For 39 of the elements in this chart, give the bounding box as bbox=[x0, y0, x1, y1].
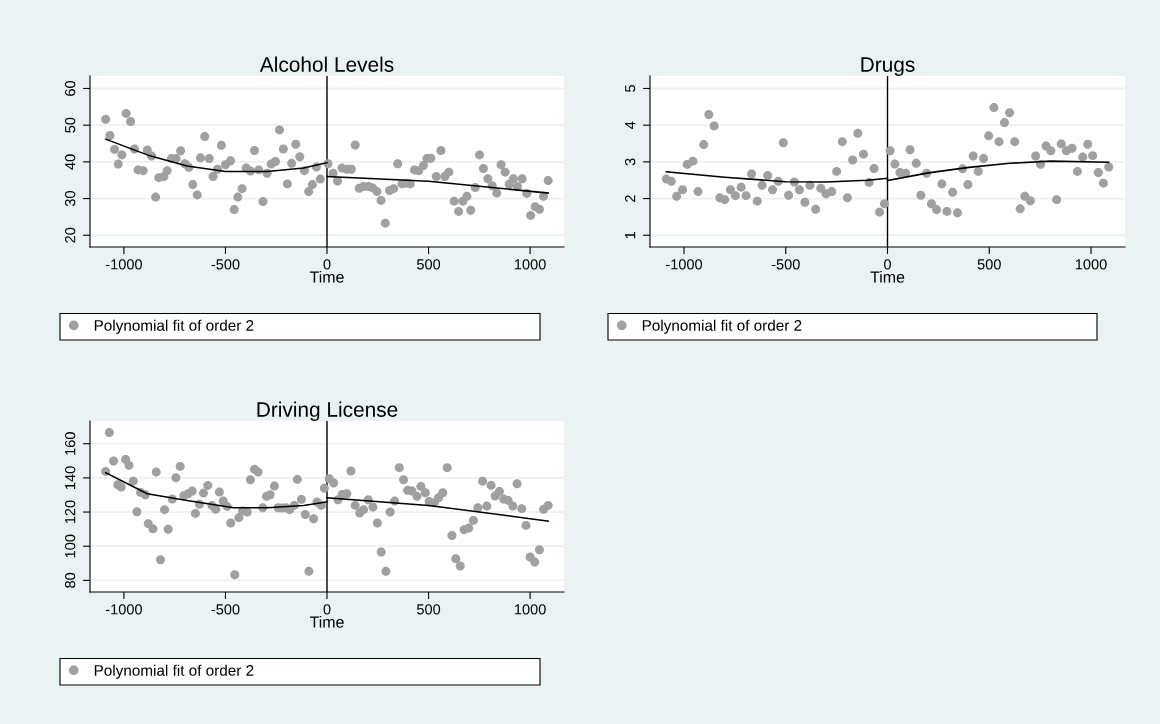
y-tick-label: 4 bbox=[625, 121, 636, 129]
y-tick-label: 160 bbox=[64, 432, 76, 455]
y-tick-label: 60 bbox=[64, 80, 76, 96]
x-tick-label: 500 bbox=[416, 604, 441, 615]
x-tick-label: -1000 bbox=[105, 604, 142, 615]
x-tick-label: -500 bbox=[771, 259, 800, 270]
y-tick-label: 5 bbox=[625, 85, 636, 92]
x-tick-label: 1000 bbox=[514, 604, 546, 615]
chart-title: Alcohol Levels bbox=[259, 56, 394, 72]
x-tick-label: 500 bbox=[977, 259, 1001, 270]
legend-label: Polynomial fit of order 2 bbox=[642, 319, 802, 334]
y-tick-label: 80 bbox=[64, 572, 76, 588]
x-axis-title: Time bbox=[309, 616, 344, 628]
y-tick-label: 40 bbox=[64, 154, 76, 170]
y-tick-label: 3 bbox=[624, 158, 636, 166]
x-tick-label: 0 bbox=[323, 604, 331, 615]
y-tick-label: 50 bbox=[64, 117, 76, 133]
y-tick-label: 100 bbox=[64, 534, 76, 558]
x-tick-label: -500 bbox=[211, 604, 240, 615]
y-tick-label: 2 bbox=[624, 195, 636, 202]
x-tick-label: 1000 bbox=[1075, 259, 1107, 270]
x-axis-title: Time bbox=[309, 271, 344, 283]
x-tick-label: -1000 bbox=[105, 259, 142, 270]
legend-label: Polynomial fit of order 2 bbox=[94, 319, 254, 334]
x-tick-label: 0 bbox=[884, 259, 891, 270]
x-tick-label: -1000 bbox=[665, 259, 703, 270]
legend-label: Polynomial fit of order 2 bbox=[94, 664, 254, 679]
y-tick-label: 1 bbox=[625, 231, 636, 239]
x-tick-label: 1000 bbox=[514, 259, 546, 270]
x-axis-title: Time bbox=[870, 271, 905, 283]
x-tick-label: 0 bbox=[323, 259, 331, 270]
y-tick-label: 30 bbox=[64, 191, 76, 207]
x-tick-label: -500 bbox=[211, 259, 240, 270]
chart-title: Drugs bbox=[861, 57, 915, 76]
y-tick-label: 120 bbox=[64, 500, 76, 524]
x-tick-label: 500 bbox=[416, 259, 441, 270]
y-tick-label: 140 bbox=[64, 466, 76, 489]
y-tick-label: 20 bbox=[64, 227, 76, 243]
chart-title: Driving License bbox=[257, 401, 398, 421]
